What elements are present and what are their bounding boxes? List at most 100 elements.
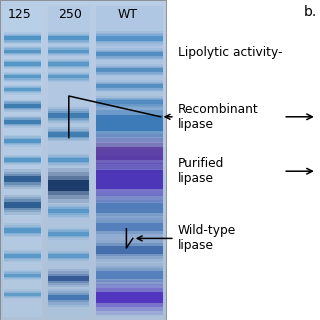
Bar: [4, 199, 41, 210]
Bar: [48, 72, 89, 82]
Bar: [4, 61, 41, 67]
Bar: [48, 293, 89, 302]
Bar: [4, 158, 41, 162]
Bar: [4, 289, 41, 300]
Bar: [96, 96, 163, 108]
Bar: [48, 129, 89, 140]
Bar: [48, 75, 89, 78]
Bar: [4, 172, 41, 187]
Bar: [96, 200, 163, 216]
Bar: [96, 82, 163, 91]
Bar: [4, 50, 41, 53]
Bar: [48, 232, 89, 236]
Bar: [96, 246, 163, 253]
Bar: [4, 227, 41, 234]
Bar: [4, 292, 41, 297]
Bar: [4, 47, 41, 55]
Bar: [0, 0, 166, 320]
Bar: [4, 86, 41, 93]
Bar: [48, 50, 89, 53]
Bar: [48, 34, 89, 43]
Bar: [4, 197, 41, 212]
Bar: [48, 59, 89, 69]
Bar: [48, 271, 89, 285]
Bar: [4, 88, 41, 91]
Bar: [48, 274, 89, 283]
Bar: [96, 203, 163, 213]
Bar: [4, 254, 41, 258]
Text: Purified
lipase: Purified lipase: [178, 157, 224, 185]
Bar: [48, 229, 89, 238]
Bar: [96, 104, 163, 142]
Bar: [4, 174, 41, 185]
Bar: [48, 107, 89, 123]
Bar: [96, 33, 163, 44]
Bar: [96, 52, 163, 56]
Bar: [48, 206, 89, 217]
Bar: [96, 243, 163, 256]
Bar: [4, 117, 41, 126]
Bar: [4, 72, 41, 82]
Bar: [4, 59, 41, 69]
Bar: [96, 51, 163, 58]
Text: WT: WT: [118, 8, 138, 21]
Bar: [4, 291, 41, 298]
Bar: [4, 195, 41, 215]
Bar: [96, 6, 163, 317]
Bar: [4, 223, 41, 237]
Bar: [48, 176, 89, 195]
Bar: [96, 64, 163, 76]
Bar: [4, 36, 41, 40]
Bar: [4, 73, 41, 81]
Bar: [48, 74, 89, 80]
Bar: [4, 156, 41, 164]
Bar: [48, 113, 89, 118]
Bar: [96, 268, 163, 282]
Bar: [96, 99, 163, 106]
Bar: [48, 276, 89, 281]
Bar: [4, 102, 41, 109]
Bar: [48, 109, 89, 121]
Bar: [48, 209, 89, 213]
Bar: [4, 46, 41, 56]
Bar: [96, 292, 163, 303]
Bar: [96, 237, 163, 262]
Bar: [4, 48, 41, 54]
Bar: [96, 36, 163, 41]
Bar: [48, 207, 89, 215]
Bar: [96, 98, 163, 107]
Bar: [96, 100, 163, 104]
Bar: [4, 34, 41, 43]
Bar: [96, 48, 163, 60]
Bar: [96, 99, 163, 148]
Bar: [48, 252, 89, 260]
Bar: [48, 254, 89, 258]
Bar: [4, 176, 41, 182]
Bar: [96, 34, 163, 43]
Bar: [4, 139, 41, 143]
Text: Recombinant
lipase: Recombinant lipase: [165, 103, 258, 131]
Bar: [48, 111, 89, 120]
Bar: [48, 47, 89, 55]
Bar: [96, 31, 163, 46]
Bar: [4, 138, 41, 144]
Bar: [4, 87, 41, 92]
Bar: [96, 163, 163, 196]
Bar: [96, 67, 163, 74]
Bar: [4, 104, 41, 108]
Bar: [48, 60, 89, 68]
Bar: [3, 6, 42, 317]
Bar: [96, 66, 163, 75]
Bar: [4, 101, 41, 110]
Bar: [48, 230, 89, 237]
Bar: [4, 253, 41, 259]
Bar: [4, 75, 41, 78]
Bar: [4, 116, 41, 128]
Bar: [48, 48, 89, 54]
Bar: [96, 80, 163, 92]
Bar: [4, 60, 41, 68]
Bar: [4, 228, 41, 233]
Bar: [96, 240, 163, 259]
Bar: [48, 269, 89, 287]
Bar: [96, 50, 163, 59]
